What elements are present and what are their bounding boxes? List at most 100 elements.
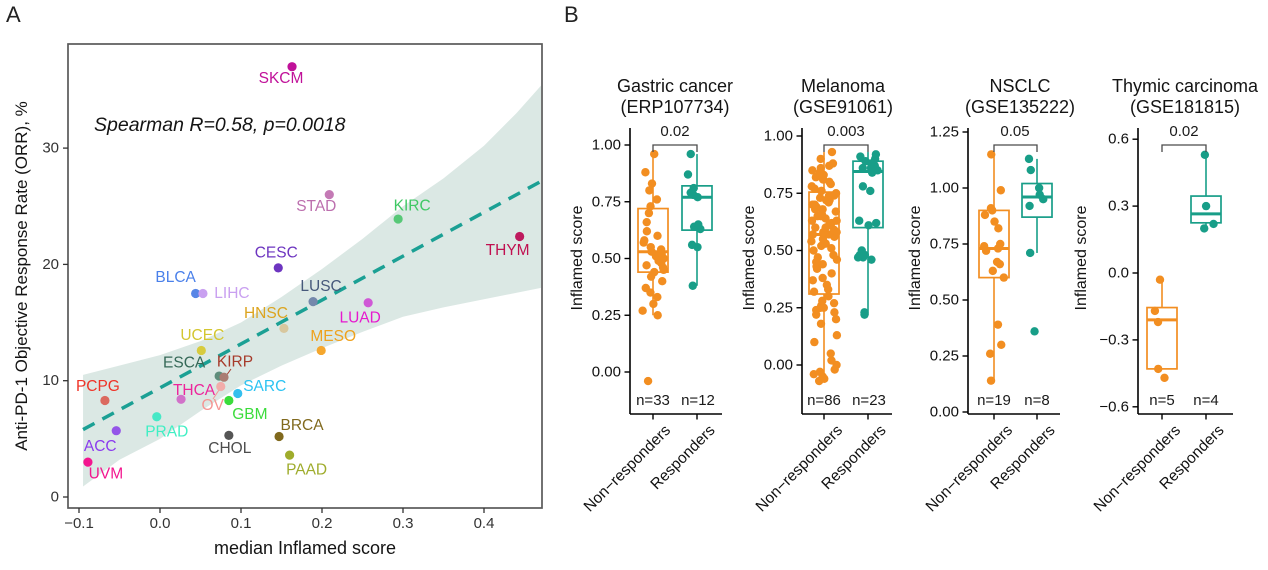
scatter-label-PRAD: PRAD [145, 423, 188, 440]
jitter-point [646, 242, 655, 252]
jitter-point [987, 150, 996, 159]
box-y-tick-label: 0.00 [764, 357, 793, 374]
x-tick-label: 0.1 [231, 515, 252, 532]
jitter-point [856, 152, 865, 161]
jitter-point [808, 200, 817, 209]
scatter-label-KIRP: KIRP [217, 354, 253, 371]
boxplot-title-melanoma-line1: Melanoma [800, 76, 886, 96]
jitter-point [832, 331, 842, 340]
box-y-tick-label: 1.00 [764, 128, 793, 145]
jitter-point [653, 311, 662, 320]
box-y-tick-label: 0.75 [930, 236, 959, 253]
jitter-point [1150, 306, 1160, 316]
box-nonresponders [1146, 306, 1178, 370]
scatter-point-MESO [316, 345, 326, 356]
jitter-point [813, 253, 823, 262]
jitter-point [992, 257, 1002, 267]
jitter-point [642, 261, 651, 270]
scatter-point-CHOL [224, 430, 234, 440]
jitter-point [1200, 224, 1209, 233]
jitter-point [827, 244, 836, 253]
boxplot-title-thymic-line2: (GSE181815) [1129, 97, 1241, 117]
scatter-label-BLCA: BLCA [155, 269, 196, 286]
jitter-point [807, 216, 817, 225]
scatter-point-STAD [324, 190, 334, 200]
jitter-point [686, 149, 695, 159]
jitter-point [656, 245, 666, 254]
jitter-point [815, 367, 825, 377]
boxplot-y-axis-title-melanoma: Inflamed score [741, 205, 758, 311]
scatter-point-UVM [83, 457, 93, 467]
scatter-point-THCA [176, 394, 186, 404]
jitter-point [1201, 201, 1211, 211]
jitter-point [993, 320, 1003, 329]
box-y-tick-label: −0.6 [1099, 398, 1129, 415]
scatter-point-PCPG [100, 395, 110, 406]
spearman-annotation: Spearman R=0.58, p=0.0018 [94, 114, 346, 136]
jitter-point [1026, 165, 1035, 175]
scatter-label-GBM: GBM [232, 406, 267, 423]
jitter-point [827, 356, 836, 365]
scatter-point-BRCA [274, 431, 284, 442]
y-tick-label: 0 [51, 489, 59, 506]
jitter-point [818, 296, 827, 306]
jitter-point [999, 273, 1009, 282]
scatter-point-BLCA [191, 288, 201, 299]
jitter-point [980, 210, 990, 220]
jitter-point [871, 218, 881, 228]
jitter-point [652, 195, 662, 204]
scatter-point-ACC [111, 426, 121, 436]
n-count-melanoma-nonresponders: n=86 [807, 392, 841, 409]
jitter-point [815, 193, 825, 203]
jitter-point [646, 202, 655, 211]
significance-bracket [993, 144, 1038, 152]
boxplot-title-thymic-line1: Thymic carcinoma [1111, 76, 1259, 96]
box-y-tick-label: 0.25 [592, 307, 621, 324]
jitter-point [808, 276, 818, 285]
jitter-point [827, 269, 836, 278]
scatter-label-STAD: STAD [296, 198, 336, 215]
scatter-label-LUAD: LUAD [339, 309, 380, 326]
x-tick-label: 0.2 [312, 515, 333, 532]
box-y-tick-label: 0.00 [592, 364, 621, 381]
n-count-melanoma-responders: n=23 [852, 392, 886, 409]
jitter-point [638, 306, 647, 315]
scatter-point-UCEC [196, 345, 206, 356]
jitter-point [1024, 154, 1034, 164]
jitter-point [828, 159, 838, 168]
jitter-point [864, 221, 873, 230]
jitter-point [1209, 219, 1218, 229]
box-y-tick-label: 1.25 [930, 124, 959, 141]
scatter-y-axis-title: Anti-PD-1 Objective Response Rate (ORR),… [12, 101, 31, 451]
scatter-label-UCEC: UCEC [180, 327, 224, 344]
scatter-label-ACC: ACC [84, 438, 117, 455]
jitter-point [808, 166, 817, 175]
jitter-point [827, 147, 837, 157]
n-count-gastric-responders: n=12 [681, 392, 715, 409]
scatter-point-GBM [224, 395, 234, 406]
box-y-tick-label: 0.25 [764, 299, 793, 316]
boxplot-title-nsclc-line1: NSCLC [989, 76, 1051, 96]
jitter-point [807, 182, 816, 191]
scatter-label-THYM: THYM [486, 242, 530, 259]
box-y-tick-label: 0.75 [764, 185, 793, 202]
box-y-tick-label: 0.75 [592, 193, 621, 210]
jitter-point [1160, 373, 1169, 383]
label-connector [212, 389, 220, 400]
jitter-point [996, 239, 1005, 249]
box-y-tick-label: 1.00 [592, 137, 621, 154]
p-value-gastric: 0.02 [660, 123, 690, 140]
jitter-point [816, 154, 825, 164]
scatter-label-LUSC: LUSC [300, 278, 341, 295]
jitter-point [986, 376, 996, 385]
jitter-point [996, 186, 1006, 195]
jitter-point [824, 292, 833, 301]
scatter-label-SARC: SARC [243, 378, 286, 395]
jitter-point [1035, 190, 1044, 199]
significance-bracket [823, 144, 869, 152]
scatter-label-ESCA: ESCA [163, 355, 206, 372]
jitter-point [816, 163, 826, 173]
jitter-point [988, 266, 997, 276]
y-tick-label: 20 [42, 256, 59, 273]
